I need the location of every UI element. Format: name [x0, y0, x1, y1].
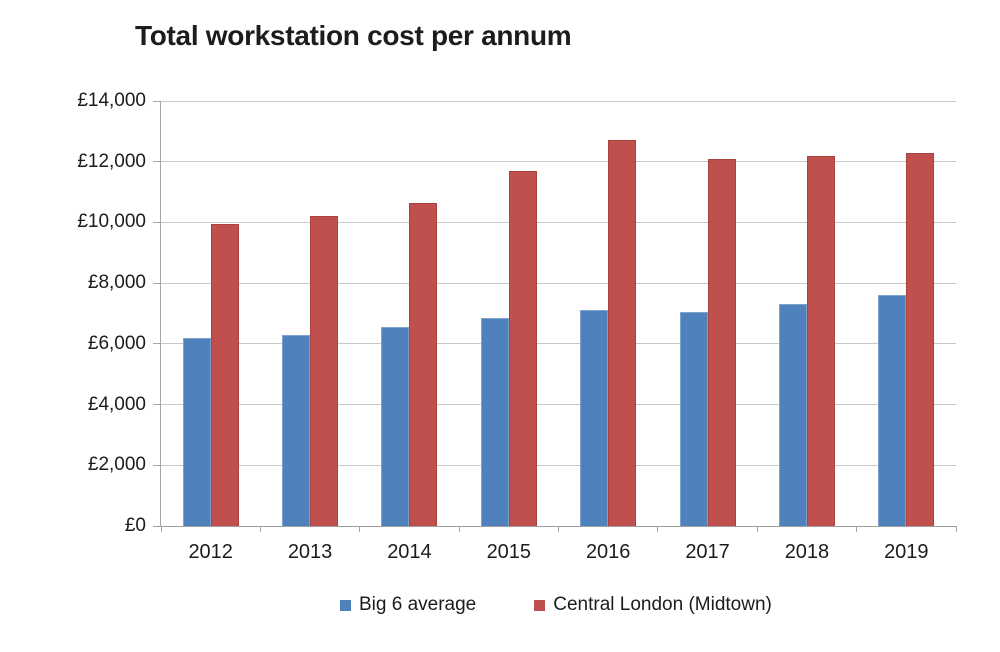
- x-axis-label: 2019: [884, 541, 929, 563]
- bar-central-london-midtown-2015: [508, 170, 537, 526]
- x-axis-tick: [259, 526, 261, 532]
- gridline: [161, 464, 956, 466]
- x-axis-label: 2015: [486, 541, 532, 563]
- legend-label: Big 6 average: [359, 594, 477, 615]
- gridline: [161, 100, 956, 102]
- x-axis-label: 2016: [585, 541, 631, 563]
- gridline: [161, 161, 956, 163]
- bar-group-2014: [360, 101, 459, 526]
- x-axis-label: 2018: [784, 541, 830, 563]
- x-axis-label: 2013: [287, 541, 333, 563]
- y-axis-tick: [153, 221, 160, 223]
- bar-big-6-average-2017: [679, 311, 708, 526]
- bar-central-london-midtown-2012: [210, 223, 239, 526]
- y-axis-tick: [153, 404, 160, 406]
- plot-area: £14,000 £12,000 £10,000 £8,000 £6,000 £4,000 £…: [77, 90, 957, 563]
- bar-group-2016: [559, 101, 658, 526]
- legend-label: Central London (Midtown): [553, 594, 772, 615]
- x-axis-label: 2012: [188, 541, 233, 563]
- bar-group-2018: [757, 101, 856, 526]
- x-axis-tick: [458, 526, 460, 532]
- y-axis-tick: [153, 343, 160, 345]
- legend: Big 6 average Central London (Midtown): [340, 594, 772, 616]
- y-tick-label: £0: [124, 515, 146, 536]
- y-tick-label: £10,000: [77, 211, 146, 233]
- bar-central-london-midtown-2018: [806, 155, 835, 526]
- x-axis-tick: [160, 526, 162, 532]
- bar-big-6-average-2013: [282, 334, 311, 526]
- bar-big-6-average-2019: [878, 295, 907, 526]
- legend-swatch-red: [534, 599, 546, 611]
- bar-group-2012: [161, 101, 260, 526]
- x-axis-line: [153, 526, 957, 527]
- y-axis-tick: [153, 282, 160, 284]
- bar-central-london-midtown-2016: [608, 140, 637, 526]
- x-axis-tick: [756, 526, 758, 532]
- legend-swatch-blue: [340, 599, 351, 611]
- y-tick-label: £2,000: [87, 454, 146, 476]
- bar-central-london-midtown-2013: [310, 216, 339, 526]
- y-tick-label: £6,000: [87, 332, 146, 354]
- y-axis-line: [160, 101, 161, 526]
- bar-big-6-average-2016: [580, 310, 609, 526]
- bar-big-6-average-2018: [778, 304, 807, 526]
- bar-big-6-average-2015: [480, 318, 509, 526]
- bar-central-london-midtown-2014: [409, 202, 438, 526]
- legend-item-big-6-average: Big 6 average: [340, 594, 476, 616]
- legend-item-central-london-midtown: Central London (Midtown): [534, 594, 772, 616]
- y-tick-label: £4,000: [87, 393, 146, 415]
- y-tick-label: £14,000: [77, 90, 146, 111]
- x-axis-label: 2017: [685, 541, 730, 563]
- gridline: [161, 343, 956, 345]
- bar-group-2015: [459, 101, 558, 526]
- bar-central-london-midtown-2017: [707, 158, 736, 526]
- gridline: [161, 221, 956, 223]
- chart-title: Total workstation cost per annum: [135, 20, 572, 51]
- gridline: [161, 282, 956, 284]
- x-axis-tick: [657, 526, 659, 532]
- x-axis-tick: [955, 526, 957, 532]
- x-axis-tick: [558, 526, 559, 532]
- bar-group-2019: [857, 101, 956, 526]
- x-axis-tick: [856, 526, 858, 532]
- bar-central-london-midtown-2019: [906, 152, 935, 526]
- x-axis-tick: [359, 526, 361, 532]
- y-tick-label: £8,000: [87, 272, 146, 294]
- bar-big-6-average-2014: [381, 327, 410, 526]
- x-axis-label: 2014: [387, 541, 432, 563]
- bar-big-6-average-2012: [182, 337, 211, 526]
- bar-group-2013: [260, 101, 359, 526]
- y-tick-label: £12,000: [77, 150, 146, 172]
- y-axis-tick: [153, 100, 160, 102]
- gridline: [161, 404, 956, 406]
- y-axis-tick: [153, 161, 160, 163]
- bar-group-2017: [658, 101, 757, 526]
- y-axis-tick: [153, 464, 160, 466]
